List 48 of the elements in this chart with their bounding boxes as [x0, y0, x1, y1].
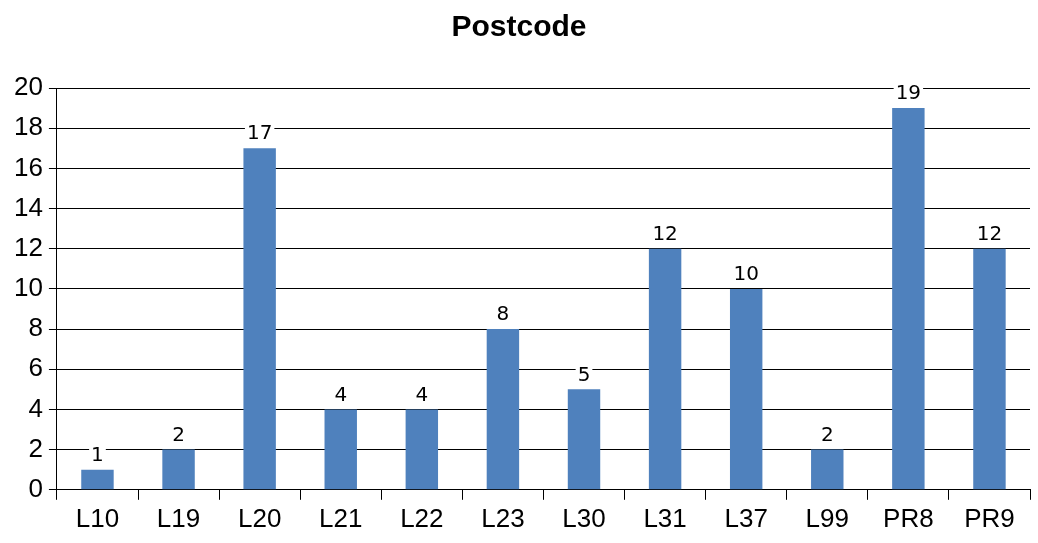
bar — [811, 449, 844, 490]
x-tick-label: L99 — [805, 502, 849, 533]
x-tick-label: L21 — [319, 502, 363, 533]
data-label: 19 — [895, 80, 922, 105]
y-tick-label: 20 — [14, 71, 43, 102]
x-tick-label: L20 — [237, 502, 282, 533]
data-label: 4 — [334, 381, 348, 406]
data-label: 2 — [820, 421, 834, 446]
y-tick-label: 4 — [28, 392, 43, 423]
bar — [324, 409, 357, 490]
x-tick-label: L30 — [562, 502, 606, 533]
y-tick-label: 10 — [14, 272, 43, 303]
data-label: 4 — [415, 381, 429, 406]
data-label: 8 — [496, 301, 510, 326]
x-tick-label: L23 — [481, 502, 525, 533]
x-tick-label: PR8 — [883, 502, 934, 533]
bar — [648, 248, 682, 490]
x-tick-label: L19 — [156, 502, 201, 533]
y-tick-label: 0 — [28, 472, 43, 503]
bar — [567, 389, 601, 490]
y-tick-label: 6 — [28, 352, 43, 383]
bar — [81, 469, 114, 490]
x-tick-label: L10 — [75, 502, 120, 533]
bar — [243, 148, 276, 490]
bar — [973, 248, 1006, 490]
x-tick-label: L37 — [724, 502, 768, 533]
bar — [162, 449, 195, 490]
x-tick-label: L22 — [400, 502, 444, 533]
y-tick-label: 8 — [28, 312, 43, 343]
bar — [486, 329, 520, 490]
y-tick-label: 14 — [14, 191, 43, 222]
x-tick-label: L31 — [643, 502, 687, 533]
bar — [405, 409, 439, 490]
data-label: 12 — [652, 220, 678, 245]
y-tick-label: 18 — [14, 111, 43, 142]
y-tick-label: 12 — [14, 231, 43, 262]
y-tick-label: 16 — [14, 151, 43, 182]
data-label: 10 — [733, 261, 759, 286]
data-label: 5 — [577, 361, 591, 386]
y-tick-label: 2 — [28, 432, 43, 463]
data-label: 12 — [976, 220, 1003, 245]
x-tick-label: PR9 — [964, 502, 1015, 533]
chart-title: Postcode — [451, 9, 587, 43]
bar — [729, 288, 763, 490]
data-label: 1 — [91, 441, 104, 466]
data-label: 17 — [246, 120, 273, 145]
bar — [892, 108, 925, 490]
data-label: 2 — [172, 421, 185, 446]
